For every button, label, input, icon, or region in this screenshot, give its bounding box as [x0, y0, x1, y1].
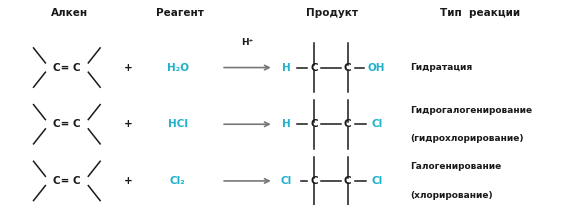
Text: C= C: C= C: [53, 119, 81, 129]
Text: C: C: [310, 63, 318, 73]
Text: Продукт: Продукт: [306, 8, 358, 18]
Text: C= C: C= C: [53, 176, 81, 186]
Text: +: +: [123, 176, 132, 186]
Text: Галогенирование: Галогенирование: [410, 162, 502, 171]
Text: H⁺: H⁺: [241, 38, 253, 47]
Text: HCl: HCl: [168, 119, 188, 129]
Text: C: C: [310, 119, 318, 129]
Text: +: +: [123, 119, 132, 129]
Text: (хлорирование): (хлорирование): [410, 191, 493, 200]
Text: +: +: [123, 63, 132, 73]
Text: H: H: [282, 119, 291, 129]
Text: C= C: C= C: [53, 63, 81, 73]
Text: Гидратация: Гидратация: [410, 63, 473, 72]
Text: Алкен: Алкен: [51, 8, 88, 18]
Text: Cl: Cl: [371, 119, 382, 129]
Text: Гидрогалогенирование: Гидрогалогенирование: [410, 106, 533, 115]
Text: (гидрохлорирование): (гидрохлорирование): [410, 134, 524, 143]
Text: C: C: [344, 176, 352, 186]
Text: H: H: [282, 63, 291, 73]
Text: H₂O: H₂O: [166, 63, 189, 73]
Text: C: C: [344, 119, 352, 129]
Text: C: C: [310, 176, 318, 186]
Text: Cl₂: Cl₂: [169, 176, 185, 186]
Text: Реагент: Реагент: [156, 8, 205, 18]
Text: Тип  реакции: Тип реакции: [440, 8, 520, 18]
Text: C: C: [344, 63, 352, 73]
Text: OH: OH: [368, 63, 386, 73]
Text: Cl: Cl: [281, 176, 292, 186]
Text: Cl: Cl: [371, 176, 382, 186]
